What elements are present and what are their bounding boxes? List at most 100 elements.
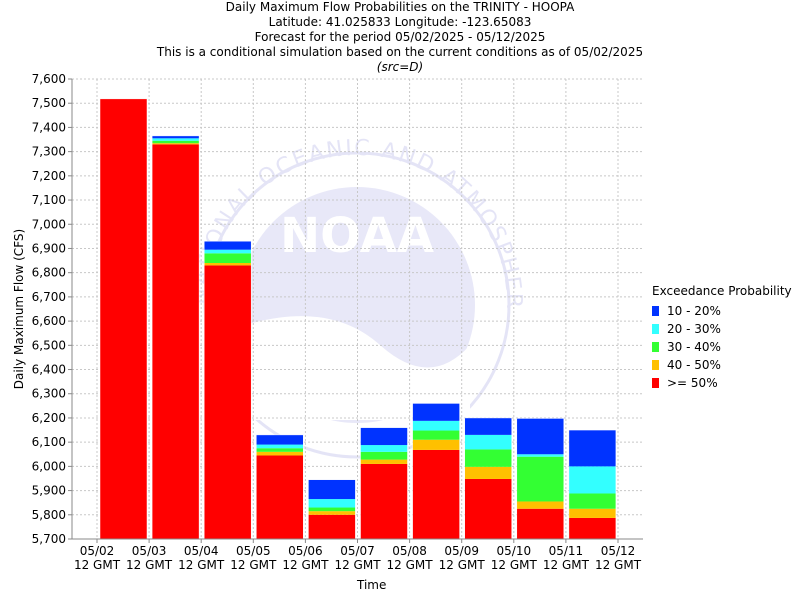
bar-segment bbox=[204, 263, 252, 266]
bar-segment bbox=[360, 445, 408, 452]
x-tick-label-date: 05/11 bbox=[549, 544, 584, 558]
bar-segment bbox=[464, 449, 512, 467]
bar-segment bbox=[204, 253, 252, 263]
legend-title: Exceedance Probability bbox=[652, 284, 792, 298]
y-tick-label: 6,800 bbox=[32, 266, 66, 280]
legend-label: 30 - 40% bbox=[667, 340, 721, 354]
bar-segment bbox=[360, 451, 408, 460]
bar-segment bbox=[360, 463, 408, 539]
bar-segment bbox=[308, 499, 356, 508]
y-tick-label: 7,000 bbox=[32, 217, 66, 231]
x-tick-label-time: 12 GMT bbox=[387, 558, 434, 572]
x-tick-label-date: 05/12 bbox=[601, 544, 636, 558]
y-tick-label: 6,100 bbox=[32, 435, 66, 449]
y-tick-label: 7,400 bbox=[32, 120, 66, 134]
x-tick-label-time: 12 GMT bbox=[543, 558, 590, 572]
y-axis-label: Daily Maximum Flow (CFS) bbox=[12, 228, 26, 390]
x-tick-label-time: 12 GMT bbox=[334, 558, 381, 572]
legend-swatch bbox=[652, 324, 659, 334]
bar-segment bbox=[568, 466, 616, 494]
bar-segment bbox=[568, 493, 616, 509]
y-tick-label: 7,600 bbox=[32, 72, 66, 86]
x-tick-label-time: 12 GMT bbox=[439, 558, 486, 572]
legend-label: 20 - 30% bbox=[667, 322, 721, 336]
bar-segment bbox=[412, 439, 460, 450]
chart-title: Daily Maximum Flow Probabilities on the … bbox=[225, 0, 575, 14]
bar-segment bbox=[516, 454, 564, 457]
bar-segment bbox=[360, 459, 408, 464]
x-tick-label-date: 05/10 bbox=[497, 544, 532, 558]
chart-subtitle-period: Forecast for the period 05/02/2025 - 05/… bbox=[254, 30, 546, 44]
x-tick-label-time: 12 GMT bbox=[178, 558, 225, 572]
bar-segment bbox=[412, 449, 460, 539]
bar-segment bbox=[516, 418, 564, 455]
y-tick-label: 7,200 bbox=[32, 169, 66, 183]
x-tick-label-date: 05/06 bbox=[288, 544, 323, 558]
bar-segment bbox=[256, 451, 304, 456]
x-tick-label-date: 05/09 bbox=[444, 544, 479, 558]
y-tick-label: 6,700 bbox=[32, 290, 66, 304]
x-tick-label-date: 05/07 bbox=[340, 544, 375, 558]
legend-label: 40 - 50% bbox=[667, 358, 721, 372]
bar-segment bbox=[568, 508, 616, 518]
legend-item: 40 - 50% bbox=[652, 356, 792, 374]
x-axis-label: Time bbox=[357, 578, 387, 592]
y-tick-label: 6,900 bbox=[32, 241, 66, 255]
x-tick-label-time: 12 GMT bbox=[230, 558, 277, 572]
bar-segment bbox=[308, 514, 356, 539]
bar-segment bbox=[516, 456, 564, 502]
x-tick-label-date: 05/08 bbox=[392, 544, 427, 558]
bar-segment bbox=[256, 448, 304, 452]
legend-swatch bbox=[652, 360, 659, 370]
bar-segment bbox=[204, 249, 252, 254]
y-tick-label: 6,500 bbox=[32, 338, 66, 352]
x-tick-label-date: 05/03 bbox=[132, 544, 167, 558]
chart-subtitle-conditions: This is a conditional simulation based o… bbox=[156, 45, 644, 59]
bar-segment bbox=[464, 417, 512, 435]
legend-swatch bbox=[652, 378, 659, 388]
legend-swatch bbox=[652, 306, 659, 316]
legend-label: >= 50% bbox=[667, 376, 718, 390]
bar-segment bbox=[412, 420, 460, 431]
x-tick-label-date: 05/04 bbox=[184, 544, 219, 558]
legend-item: 30 - 40% bbox=[652, 338, 792, 356]
bar-segment bbox=[256, 455, 304, 539]
y-tick-label: 5,800 bbox=[32, 508, 66, 522]
bar-segment bbox=[204, 241, 252, 250]
y-tick-label: 7,100 bbox=[32, 193, 66, 207]
bar-segment bbox=[152, 138, 200, 141]
legend-label: 10 - 20% bbox=[667, 304, 721, 318]
bar-segment bbox=[516, 508, 564, 539]
legend-swatch bbox=[652, 342, 659, 352]
legend-item: 20 - 30% bbox=[652, 320, 792, 338]
bar-segment bbox=[412, 403, 460, 421]
x-tick-label-time: 12 GMT bbox=[74, 558, 121, 572]
bar-segment bbox=[464, 466, 512, 479]
y-tick-label: 5,900 bbox=[32, 484, 66, 498]
bar-segment bbox=[152, 143, 200, 145]
chart-subtitle-location: Latitude: 41.025833 Longitude: -123.6508… bbox=[268, 15, 532, 29]
y-tick-label: 6,300 bbox=[32, 387, 66, 401]
bar-segment bbox=[308, 479, 356, 500]
bar-segment bbox=[360, 427, 408, 446]
chart-title-block: Daily Maximum Flow Probabilities on the … bbox=[0, 0, 800, 75]
chart-source-note: (src=D) bbox=[376, 60, 424, 74]
bar-segment bbox=[568, 430, 616, 467]
bar-segment bbox=[464, 478, 512, 539]
bar-segment bbox=[308, 511, 356, 515]
y-tick-label: 7,500 bbox=[32, 96, 66, 110]
y-tick-label: 6,400 bbox=[32, 363, 66, 377]
legend-item: 10 - 20% bbox=[652, 302, 792, 320]
bar-segment bbox=[152, 140, 200, 144]
legend: Exceedance Probability 10 - 20% 20 - 30% 3… bbox=[652, 284, 792, 392]
y-tick-label: 6,000 bbox=[32, 459, 66, 473]
bar-segment bbox=[256, 434, 304, 445]
legend-item: >= 50% bbox=[652, 374, 792, 392]
bar-segment bbox=[308, 507, 356, 512]
bar-segment bbox=[152, 135, 200, 139]
x-tick-label-time: 12 GMT bbox=[126, 558, 173, 572]
x-tick-label-date: 05/05 bbox=[236, 544, 271, 558]
x-tick-label-date: 05/02 bbox=[80, 544, 115, 558]
bar-segment bbox=[152, 144, 200, 540]
